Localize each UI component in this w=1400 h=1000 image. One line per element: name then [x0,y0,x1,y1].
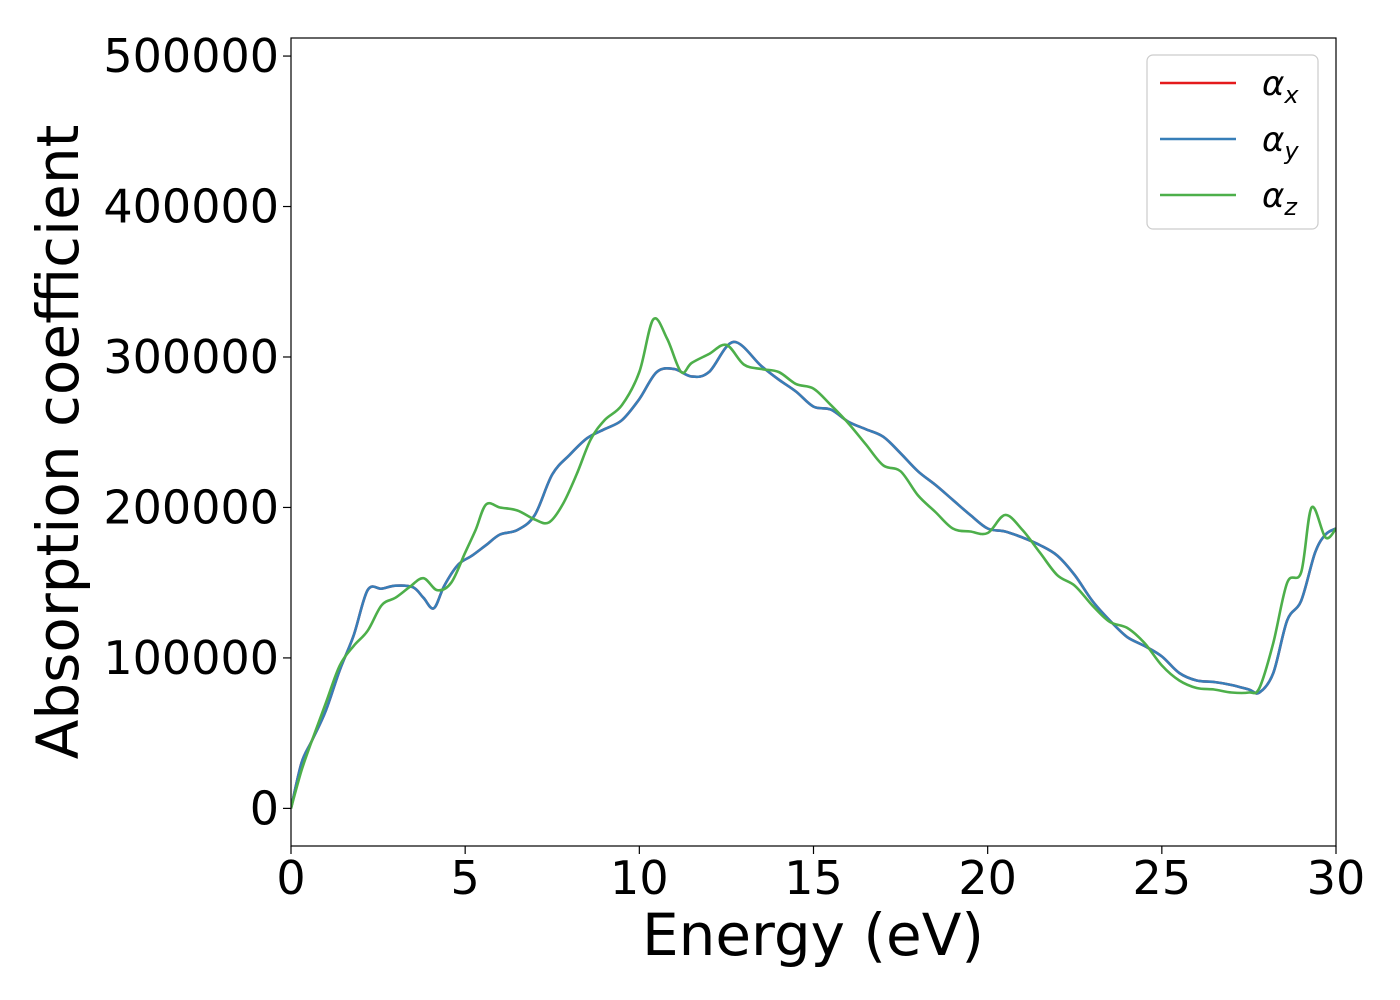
y-axis-ticks: 0 100000 200000 300000 400000 500000 [103,29,291,835]
legend-label-3: αz [1262,176,1298,221]
x-tick-label: 20 [958,851,1017,905]
x-axis-label: Energy (eV) [642,901,984,969]
y-tick-label: 100000 [103,631,279,685]
y-tick-label: 0 [250,781,279,835]
x-axis-ticks: 0 5 10 15 20 25 30 [276,846,1365,905]
y-tick-label: 200000 [103,480,279,534]
series-line-2 [291,340,1336,809]
x-tick-label: 30 [1307,851,1366,905]
y-tick-label: 400000 [103,180,279,234]
x-tick-label: 25 [1133,851,1192,905]
y-axis-label: Absorption coefficient [24,125,92,760]
x-tick-label: 15 [784,851,843,905]
legend-box [1146,54,1319,230]
series-layer [291,317,1336,809]
legend-label-2: αy [1262,120,1299,165]
x-tick-label: 0 [276,851,305,905]
y-tick-label: 300000 [103,330,279,384]
x-tick-label: 5 [451,851,480,905]
legend-label-1: αx [1262,64,1299,109]
legend: αx αy αz [1146,54,1319,230]
y-tick-label: 500000 [103,29,279,83]
series-line-3 [291,317,1336,809]
x-tick-label: 10 [610,851,669,905]
